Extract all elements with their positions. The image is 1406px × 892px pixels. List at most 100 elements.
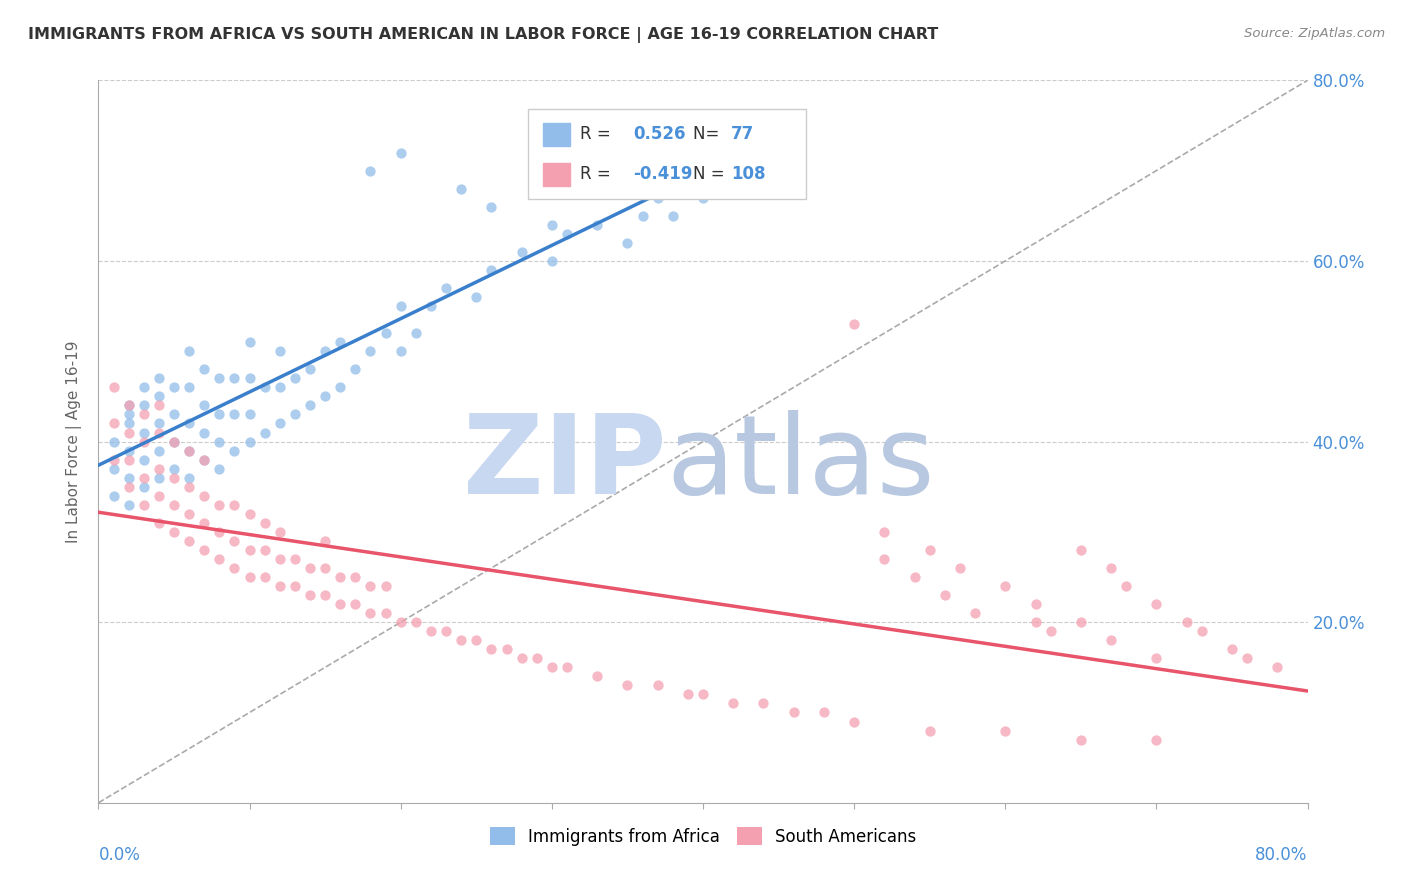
Point — [193, 452, 215, 467]
Point — [103, 461, 125, 475]
Point — [269, 417, 291, 431]
FancyBboxPatch shape — [527, 109, 806, 200]
Point — [329, 597, 352, 611]
Point — [949, 561, 972, 575]
Point — [329, 570, 352, 584]
Point — [284, 579, 307, 593]
Point — [118, 452, 141, 467]
Text: -0.419: -0.419 — [633, 165, 692, 183]
Point — [224, 371, 246, 385]
Point — [934, 588, 956, 602]
Point — [132, 380, 155, 394]
Point — [723, 697, 745, 711]
Point — [405, 615, 427, 630]
Point — [269, 380, 291, 394]
Point — [239, 570, 262, 584]
Point — [148, 371, 170, 385]
Point — [179, 344, 201, 359]
Point — [314, 344, 336, 359]
Point — [374, 579, 396, 593]
Point — [239, 335, 262, 350]
Point — [163, 380, 186, 394]
Point — [360, 344, 382, 359]
Point — [1236, 651, 1258, 665]
Point — [1115, 579, 1137, 593]
Bar — [543, 123, 569, 146]
Point — [299, 362, 322, 376]
Point — [405, 326, 427, 340]
Point — [692, 191, 714, 205]
Point — [510, 244, 533, 259]
Point — [1175, 615, 1198, 630]
Point — [994, 723, 1017, 738]
Point — [193, 542, 215, 557]
Point — [253, 380, 276, 394]
Point — [208, 408, 231, 422]
Point — [555, 660, 578, 674]
Point — [118, 398, 141, 412]
Point — [253, 542, 276, 557]
Point — [253, 425, 276, 440]
Point — [374, 606, 396, 620]
Point — [148, 443, 170, 458]
Point — [299, 561, 322, 575]
Point — [239, 371, 262, 385]
Point — [132, 498, 155, 512]
Point — [647, 678, 669, 692]
Point — [420, 299, 443, 313]
Point — [148, 461, 170, 475]
Point — [103, 380, 125, 394]
Point — [224, 533, 246, 548]
Point — [193, 362, 215, 376]
Point — [132, 425, 155, 440]
Point — [269, 552, 291, 566]
Point — [1191, 624, 1213, 639]
Point — [844, 317, 866, 331]
Point — [1099, 561, 1122, 575]
Point — [994, 579, 1017, 593]
Point — [389, 299, 412, 313]
Point — [148, 516, 170, 530]
Point — [208, 552, 231, 566]
Point — [1070, 732, 1092, 747]
Point — [1070, 615, 1092, 630]
Point — [374, 326, 396, 340]
Point — [148, 398, 170, 412]
Point — [813, 706, 835, 720]
Point — [163, 408, 186, 422]
Point — [314, 389, 336, 403]
Point — [1024, 615, 1046, 630]
Point — [676, 687, 699, 701]
Point — [148, 417, 170, 431]
Point — [723, 163, 745, 178]
Point — [314, 588, 336, 602]
Point — [1220, 642, 1243, 657]
Point — [465, 290, 488, 304]
Point — [481, 200, 503, 214]
Text: 108: 108 — [731, 165, 765, 183]
Text: R =: R = — [579, 165, 616, 183]
Point — [239, 434, 262, 449]
Text: Source: ZipAtlas.com: Source: ZipAtlas.com — [1244, 27, 1385, 40]
Point — [103, 452, 125, 467]
Point — [918, 542, 941, 557]
Point — [118, 417, 141, 431]
Point — [269, 524, 291, 539]
Point — [103, 417, 125, 431]
Text: N =: N = — [693, 165, 725, 183]
Point — [132, 471, 155, 485]
Point — [299, 398, 322, 412]
Point — [208, 524, 231, 539]
Point — [148, 489, 170, 503]
Point — [118, 408, 141, 422]
Point — [676, 182, 699, 196]
Point — [103, 434, 125, 449]
Point — [344, 597, 367, 611]
Point — [132, 452, 155, 467]
Text: R =: R = — [579, 126, 616, 144]
Point — [481, 263, 503, 277]
Point — [510, 651, 533, 665]
Point — [526, 651, 548, 665]
Text: atlas: atlas — [666, 409, 935, 516]
Point — [208, 434, 231, 449]
